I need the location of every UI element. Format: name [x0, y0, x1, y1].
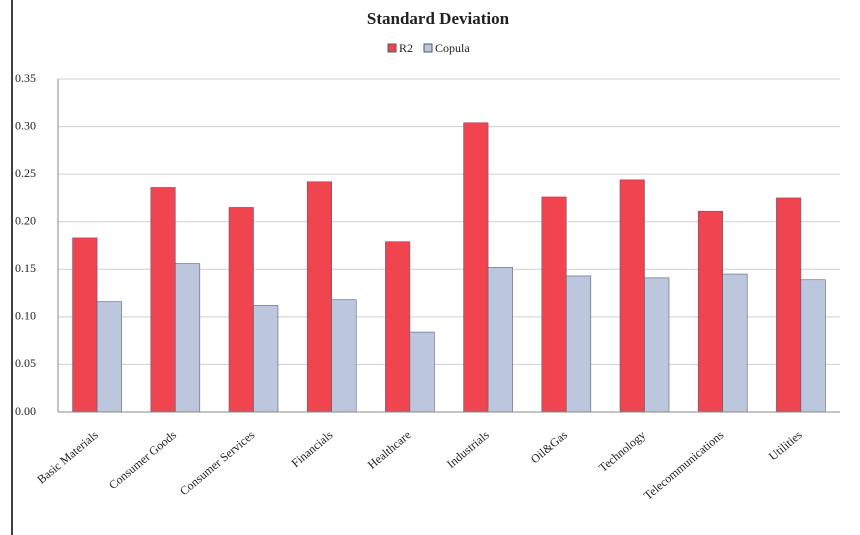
y-tick-label: 0.35: [15, 71, 36, 85]
x-tick-label: Industrials: [444, 427, 492, 471]
x-tick-label: Financials: [289, 427, 336, 470]
x-tick-label: Consumer Goods: [106, 427, 179, 492]
bar: [541, 196, 567, 413]
bar: [150, 187, 176, 413]
x-tick-label: Telecommunications: [641, 427, 727, 502]
chart-title: Standard Deviation: [367, 9, 510, 28]
bar: [96, 301, 122, 413]
bar: [72, 237, 98, 413]
x-tick-label: Consumer Services: [177, 427, 257, 498]
legend-swatch: [387, 43, 397, 53]
y-tick-label: 0.30: [15, 118, 36, 132]
bar: [306, 181, 333, 413]
y-tick-label: 0.20: [15, 213, 36, 227]
x-tick-label: Technology: [596, 428, 648, 475]
bar: [331, 299, 357, 413]
bar: [409, 331, 435, 413]
bar: [463, 122, 489, 413]
x-tick-label: Oil&Gas: [528, 427, 570, 466]
x-tick-label: Basic Materials: [34, 427, 101, 486]
bar: [253, 305, 279, 413]
legend-swatch: [423, 43, 433, 53]
bar: [385, 241, 411, 413]
bar: [175, 263, 201, 413]
x-tick-label: Healthcare: [365, 428, 414, 472]
bar: [487, 267, 513, 413]
legend-label: R2: [399, 41, 413, 55]
bar: [722, 273, 748, 413]
bar: [565, 275, 592, 413]
y-tick-label: 0.05: [15, 356, 36, 370]
y-tick-label: 0.15: [15, 261, 36, 275]
y-tick-label: 0.10: [15, 309, 36, 323]
bar: [228, 207, 254, 413]
legend-label: Copula: [435, 41, 470, 55]
bar: [776, 197, 802, 413]
bar: [644, 277, 670, 413]
y-tick-label: 0.25: [15, 166, 36, 180]
bar: [697, 210, 724, 413]
bar: [619, 179, 645, 413]
x-tick-label: Utilities: [766, 427, 805, 463]
bar: [800, 279, 826, 413]
y-tick-label: 0.00: [15, 404, 36, 418]
